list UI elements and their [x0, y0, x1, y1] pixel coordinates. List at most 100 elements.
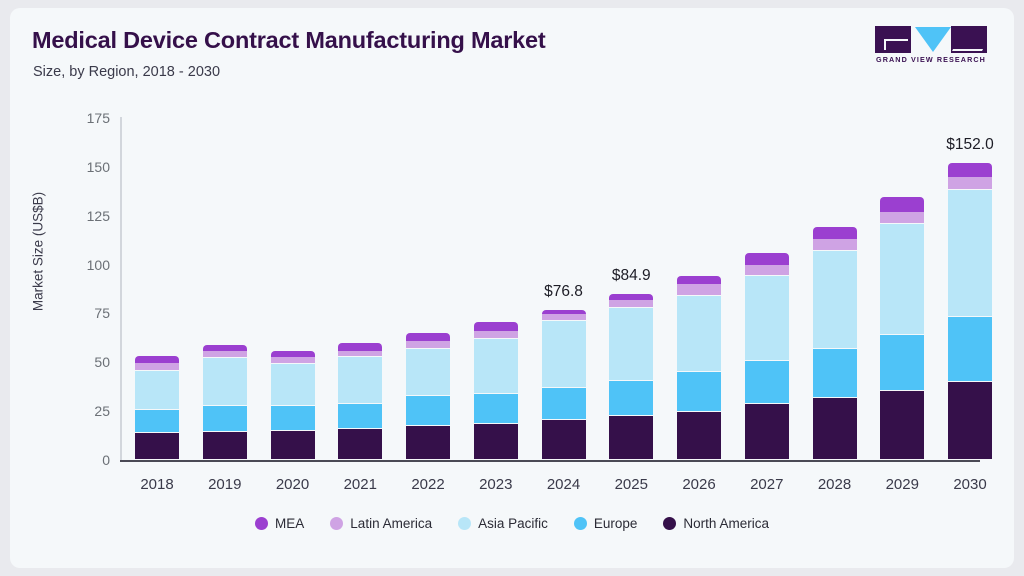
bar-segment-europe[interactable]: [677, 372, 721, 413]
bar-segment-north-america[interactable]: [270, 431, 315, 460]
bar-2026[interactable]: [677, 118, 721, 460]
bar-segment-asia-pacific[interactable]: [880, 223, 925, 335]
y-axis-tick-label: 0: [102, 452, 110, 468]
bar-segment-mea[interactable]: [473, 322, 518, 331]
chart-card: Medical Device Contract Manufacturing Ma…: [10, 8, 1014, 568]
x-axis-tick-label: 2024: [546, 476, 581, 493]
legend-label: MEA: [275, 516, 305, 531]
bar-segment-europe[interactable]: [135, 410, 179, 433]
bar-segment-europe[interactable]: [406, 396, 450, 427]
bar-2027[interactable]: [744, 118, 789, 460]
bar-segment-europe[interactable]: [541, 387, 586, 420]
bar-segment-latin-america[interactable]: [270, 357, 315, 365]
bar-segment-asia-pacific[interactable]: [541, 321, 586, 388]
bar-segment-asia-pacific[interactable]: [135, 371, 179, 411]
legend-item-europe[interactable]: Europe: [573, 516, 637, 531]
bar-segment-latin-america[interactable]: [541, 314, 586, 322]
bar-segment-mea[interactable]: [812, 227, 857, 240]
bar-segment-asia-pacific[interactable]: [812, 250, 857, 349]
bar-segment-north-america[interactable]: [609, 416, 654, 460]
bar-segment-europe[interactable]: [744, 361, 789, 405]
bar-segment-asia-pacific[interactable]: [744, 276, 789, 362]
bar-segment-asia-pacific[interactable]: [948, 190, 992, 318]
bar-2022[interactable]: [406, 118, 450, 460]
bar-segment-mea[interactable]: [744, 252, 789, 265]
bar-segment-north-america[interactable]: [473, 423, 518, 460]
legend-item-mea[interactable]: MEA: [255, 516, 304, 531]
bar-segment-latin-america[interactable]: [677, 284, 721, 296]
bar-segment-europe[interactable]: [473, 394, 518, 424]
bar-value-label: $76.8: [544, 282, 583, 300]
bar-segment-mea[interactable]: [202, 344, 247, 352]
bar-segment-mea[interactable]: [609, 294, 654, 300]
bar-segment-north-america[interactable]: [744, 404, 789, 460]
legend-item-asia-pacific[interactable]: Asia Pacific: [458, 516, 548, 531]
bar-segment-north-america[interactable]: [812, 398, 857, 460]
bar-segment-mea[interactable]: [406, 332, 450, 341]
logo-text: GRAND VIEW RESEARCH: [876, 55, 986, 64]
bar-2020[interactable]: [270, 118, 315, 460]
bar-2028[interactable]: [812, 118, 857, 460]
bar-segment-latin-america[interactable]: [135, 363, 179, 372]
bar-2024[interactable]: [541, 118, 586, 460]
chart-legend: MEA Latin America Asia Pacific Europe North …: [10, 516, 1014, 531]
bar-segment-latin-america[interactable]: [406, 340, 450, 349]
logo-r-icon: [951, 26, 987, 53]
legend-swatch-icon: [663, 517, 677, 530]
bar-segment-mea[interactable]: [270, 350, 315, 358]
bar-segment-mea[interactable]: [880, 196, 925, 212]
bar-segment-north-america[interactable]: [135, 432, 179, 460]
bar-segment-latin-america[interactable]: [948, 176, 992, 191]
y-axis-tick-label: 25: [94, 403, 110, 420]
bar-segment-north-america[interactable]: [948, 381, 992, 460]
bar-segment-latin-america[interactable]: [880, 211, 925, 224]
bar-segment-mea[interactable]: [677, 275, 721, 285]
bar-segment-latin-america[interactable]: [202, 351, 247, 359]
bar-segment-mea[interactable]: [541, 309, 586, 315]
legend-swatch-icon: [573, 517, 587, 530]
bar-segment-asia-pacific[interactable]: [338, 357, 383, 405]
x-axis-tick-label: 2020: [275, 476, 310, 493]
bar-segment-asia-pacific[interactable]: [202, 358, 247, 407]
legend-item-north-america[interactable]: North America: [663, 516, 769, 531]
bar-2018[interactable]: [135, 118, 179, 460]
bar-segment-asia-pacific[interactable]: [677, 295, 721, 373]
bar-segment-mea[interactable]: [338, 342, 383, 351]
logo-v-icon: [915, 27, 951, 52]
bar-segment-europe[interactable]: [812, 348, 857, 399]
bar-segment-latin-america[interactable]: [812, 239, 857, 251]
bar-segment-europe[interactable]: [338, 404, 383, 430]
legend-item-latin-america[interactable]: Latin America: [330, 516, 432, 531]
bar-segment-north-america[interactable]: [880, 390, 925, 460]
bar-segment-north-america[interactable]: [202, 432, 247, 460]
bar-2030[interactable]: [948, 118, 992, 460]
legend-swatch-icon: [458, 517, 472, 530]
bar-segment-europe[interactable]: [609, 380, 654, 417]
bar-segment-latin-america[interactable]: [609, 299, 654, 308]
bar-segment-asia-pacific[interactable]: [406, 348, 450, 397]
bar-segment-latin-america[interactable]: [473, 331, 518, 339]
bar-segment-mea[interactable]: [135, 356, 179, 364]
x-axis-tick-label: 2030: [953, 476, 987, 493]
bar-segment-latin-america[interactable]: [744, 264, 789, 277]
bar-segment-europe[interactable]: [202, 406, 247, 433]
y-axis-tick-label: 100: [86, 256, 110, 273]
bar-2023[interactable]: [473, 118, 518, 460]
bar-2019[interactable]: [202, 118, 247, 460]
bar-segment-asia-pacific[interactable]: [609, 307, 654, 381]
bar-segment-north-america[interactable]: [541, 419, 586, 460]
bar-segment-north-america[interactable]: [677, 412, 721, 460]
bar-2025[interactable]: [609, 118, 654, 460]
bar-2021[interactable]: [338, 118, 383, 460]
legend-label: North America: [683, 516, 769, 531]
bar-segment-europe[interactable]: [270, 406, 315, 432]
bar-segment-mea[interactable]: [948, 162, 992, 177]
bar-2029[interactable]: [880, 118, 925, 460]
bar-segment-europe[interactable]: [948, 317, 992, 382]
bar-segment-north-america[interactable]: [406, 426, 450, 460]
bar-segment-north-america[interactable]: [338, 429, 383, 460]
bar-segment-europe[interactable]: [880, 334, 925, 391]
bar-segment-asia-pacific[interactable]: [270, 364, 315, 407]
bar-segment-latin-america[interactable]: [338, 350, 383, 358]
bar-segment-asia-pacific[interactable]: [473, 338, 518, 395]
